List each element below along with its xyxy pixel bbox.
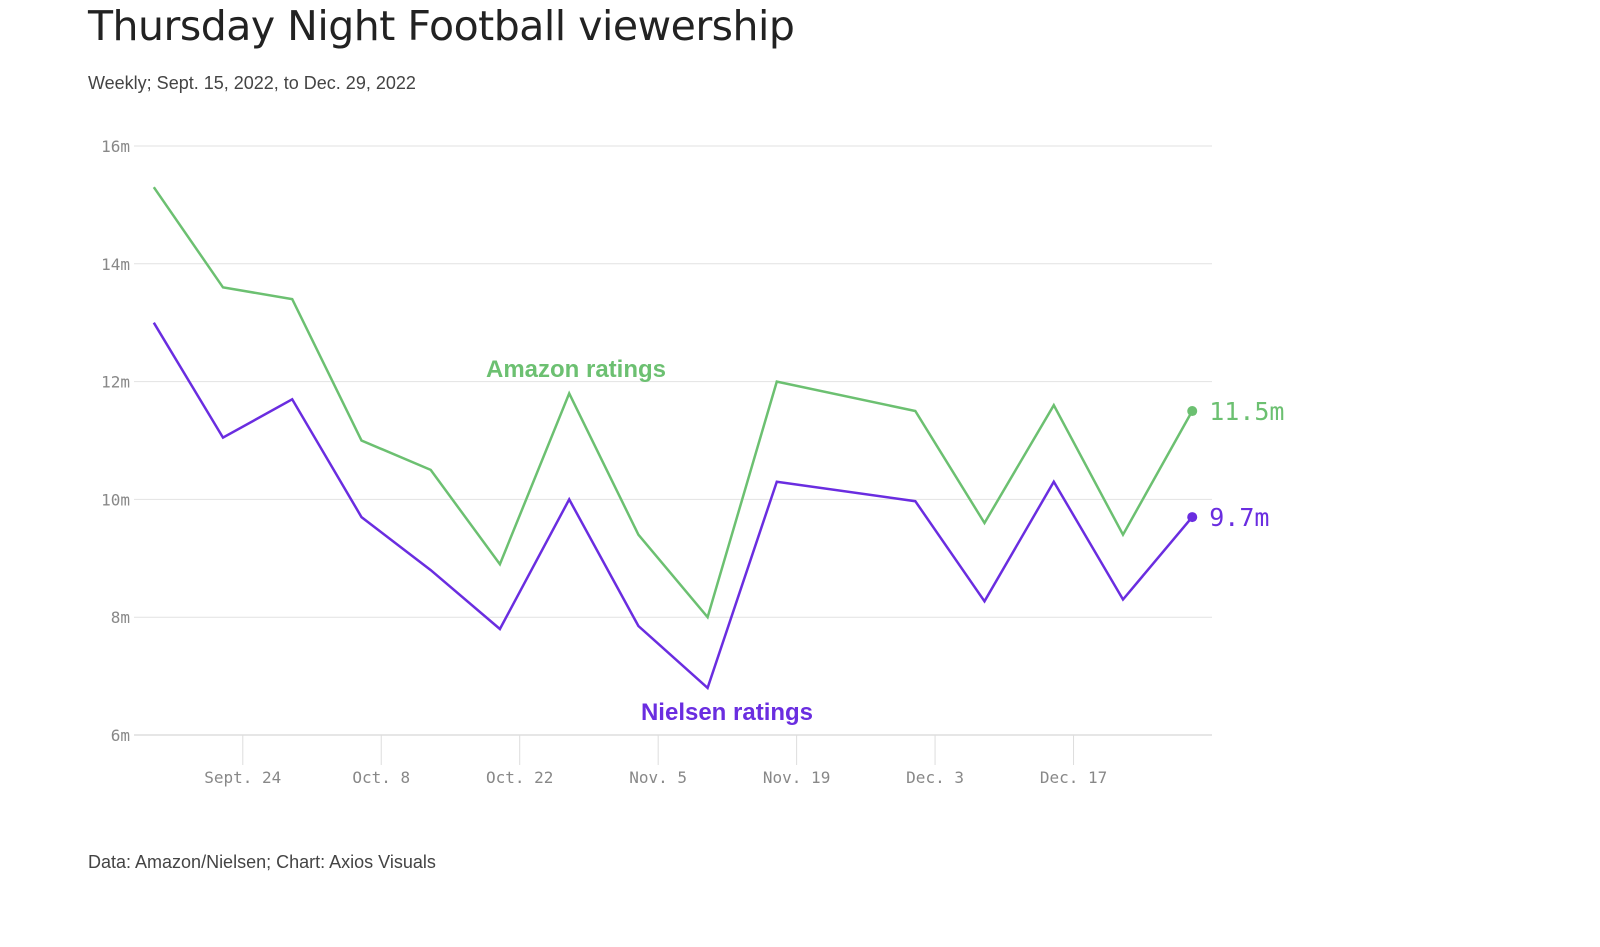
x-tick-label: Oct. 22 [486,768,553,787]
x-tick-label: Dec. 17 [1040,768,1107,787]
x-axis-ticks: Sept. 24 Oct. 8 Oct. 22 Nov. 5 Nov. 19 Dec. 3… [204,735,1107,787]
y-tick-label: 16m [101,137,130,156]
series-end-point-1 [1187,512,1198,523]
series-label-nielsen: Nielsen ratings [641,699,813,726]
series-lines: 11.5m 9.7m [152,186,1284,691]
x-tick-label: Nov. 5 [629,768,687,787]
series-end-label-0: 11.5m [1209,397,1284,426]
chart-subtitle: Weekly; Sept. 15, 2022, to Dec. 29, 2022 [88,73,416,93]
chart-title: Thursday Night Football viewership [88,2,795,50]
gridlines [134,145,1212,736]
y-tick-label: 14m [101,255,130,274]
x-tick-label: Oct. 8 [352,768,410,787]
series-label-amazon: Amazon ratings [486,356,666,383]
y-tick-label: 10m [101,490,130,509]
series-line-0 [152,186,1194,620]
series-end-point-0 [1187,406,1198,417]
x-tick-label: Sept. 24 [204,768,281,787]
series-end-label-1: 9.7m [1209,503,1269,532]
y-tick-label: 6m [111,726,130,745]
y-axis-ticks: 6m 8m 10m 12m 14m 16m [101,137,130,745]
y-tick-label: 8m [111,608,130,627]
y-tick-label: 12m [101,373,130,392]
x-tick-label: Nov. 19 [763,768,830,787]
chart-source: Data: Amazon/Nielsen; Chart: Axios Visua… [88,852,436,872]
x-tick-label: Dec. 3 [906,768,964,787]
series-line-1 [152,322,1194,691]
